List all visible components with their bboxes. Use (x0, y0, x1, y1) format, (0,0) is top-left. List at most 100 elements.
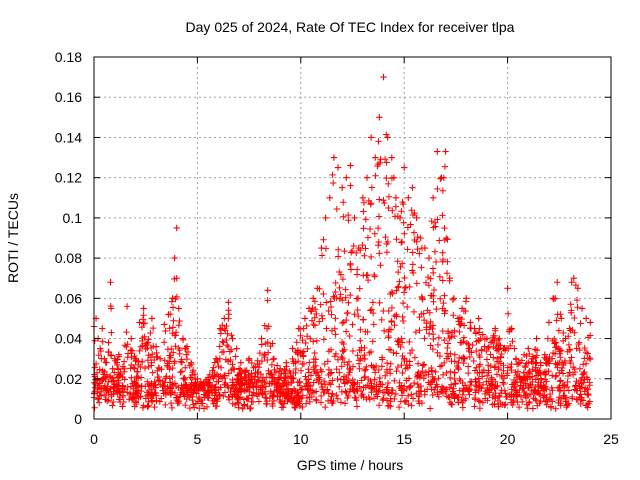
data-point-dense (384, 379, 392, 387)
data-point-dense (339, 199, 347, 206)
data-point-dense (410, 308, 418, 316)
data-point-dense (345, 217, 352, 224)
data-point-dense (524, 405, 531, 412)
data-point-dense (159, 377, 167, 385)
data-point-dense (423, 326, 430, 333)
data-point-dense (325, 379, 333, 387)
data-point (330, 154, 338, 161)
data-point-dense (119, 403, 126, 410)
x-tick-label: 10 (293, 431, 309, 447)
data-point-dense (353, 396, 360, 404)
data-point-dense (384, 238, 392, 246)
data-point (413, 214, 420, 222)
data-point-dense (175, 344, 182, 352)
data-point-dense (336, 369, 343, 376)
data-point-dense (231, 401, 239, 409)
data-point-dense (169, 324, 177, 331)
data-point-dense (548, 372, 556, 379)
data-point-dense (115, 396, 123, 403)
data-point-dense (292, 387, 299, 394)
data-point-dense (226, 348, 234, 355)
data-point-dense (337, 376, 345, 384)
data-point-dense (308, 393, 315, 401)
data-point-dense (310, 389, 318, 396)
data-point-dense (280, 377, 288, 384)
data-point-dense (289, 355, 296, 363)
data-point-dense (563, 401, 571, 408)
data-point-dense (153, 397, 160, 405)
data-point-dense (232, 353, 239, 360)
data-point (388, 154, 395, 161)
data-point-dense (346, 365, 353, 372)
data-point-dense (385, 328, 392, 336)
data-point-dense (329, 171, 336, 179)
data-point-dense (333, 205, 341, 213)
data-point-dense (375, 213, 383, 220)
data-point-dense (114, 366, 122, 373)
data-point-dense (543, 378, 550, 385)
data-point-dense (385, 180, 392, 188)
data-point-dense (235, 386, 243, 393)
data-point-dense (439, 249, 446, 256)
data-point-dense (370, 321, 377, 328)
data-point-dense (202, 376, 210, 384)
data-point-dense (508, 366, 515, 374)
data-point-dense (224, 330, 231, 337)
data-point-dense (311, 349, 318, 357)
data-point-dense (416, 388, 424, 395)
data-point (318, 244, 325, 252)
data-point-dense (101, 368, 108, 376)
data-point-dense (397, 263, 404, 271)
data-point (450, 295, 458, 302)
data-point-dense (174, 399, 181, 407)
data-point-dense (246, 376, 254, 384)
data-point-dense (471, 396, 479, 403)
data-point-dense (138, 324, 146, 331)
data-point-dense (149, 369, 156, 376)
data-point-dense (562, 359, 569, 367)
data-point-dense (508, 381, 516, 388)
data-point-dense (400, 219, 407, 226)
data-point-dense (255, 398, 263, 405)
data-point-dense (230, 381, 238, 388)
data-point-dense (145, 352, 152, 359)
data-point-dense (494, 355, 501, 362)
data-point-dense (178, 382, 185, 389)
data-point-dense (356, 346, 363, 354)
data-point-dense (310, 379, 317, 386)
data-point-dense (345, 377, 352, 385)
data-point-dense (217, 364, 225, 371)
data-point (173, 224, 180, 232)
data-point-dense (151, 403, 158, 411)
data-point-dense (129, 394, 136, 402)
data-point-dense (187, 361, 195, 368)
data-point-dense (128, 374, 135, 381)
data-point-dense (513, 390, 521, 398)
data-point-dense (578, 394, 585, 401)
data-point-dense (168, 298, 176, 305)
data-point-dense (147, 344, 155, 352)
data-point-dense (178, 389, 186, 396)
data-point-dense (418, 293, 425, 301)
data-point-dense (557, 347, 565, 354)
data-point-dense (481, 343, 488, 350)
data-point-dense (279, 380, 286, 387)
data-point-dense (395, 283, 402, 290)
data-point (105, 339, 112, 346)
data-point-dense (284, 385, 292, 392)
data-point-dense (371, 369, 379, 376)
data-point-dense (476, 325, 483, 332)
data-point-dense (436, 237, 443, 244)
x-tick-label: 20 (500, 431, 516, 447)
data-point-dense (327, 370, 334, 377)
data-point-dense (351, 311, 358, 318)
data-point-dense (400, 355, 408, 362)
data-point-dense (359, 316, 367, 324)
data-point-dense (376, 250, 383, 257)
data-point-dense (91, 364, 98, 371)
data-point-dense (250, 389, 258, 396)
data-point (568, 279, 575, 286)
data-point-dense (404, 246, 411, 253)
data-point-dense (99, 376, 106, 384)
data-point-dense (394, 338, 401, 345)
